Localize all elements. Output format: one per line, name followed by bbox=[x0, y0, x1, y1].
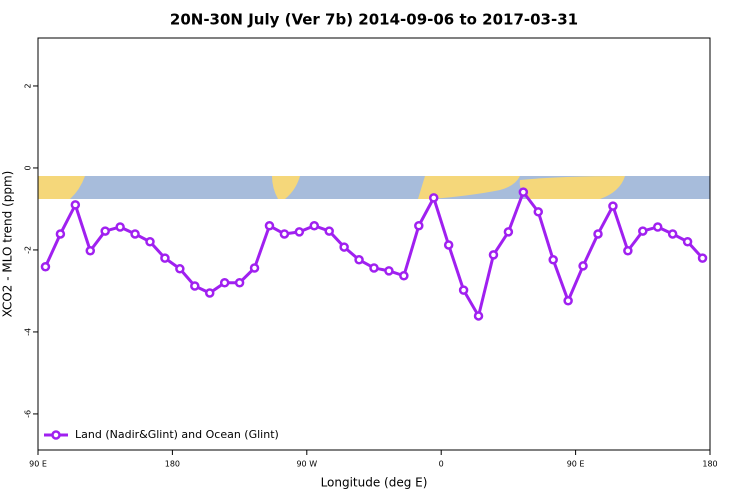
data-point bbox=[249, 263, 260, 273]
y-tick-label: 2 bbox=[24, 83, 33, 88]
data-point bbox=[488, 250, 499, 260]
data-point bbox=[428, 193, 439, 203]
data-point bbox=[652, 222, 663, 232]
map-band bbox=[38, 176, 710, 199]
data-point bbox=[697, 253, 708, 263]
data-point bbox=[548, 255, 558, 265]
chart-title: 20N-30N July (Ver 7b) 2014-09-06 to 2017… bbox=[170, 11, 578, 29]
data-point bbox=[175, 264, 185, 274]
data-point bbox=[204, 288, 215, 298]
data-point bbox=[458, 285, 469, 295]
data-point bbox=[414, 221, 424, 231]
data-point bbox=[309, 221, 320, 231]
data-point bbox=[40, 262, 51, 272]
data-point bbox=[503, 227, 514, 237]
data-point bbox=[70, 200, 81, 210]
data-point bbox=[563, 296, 573, 306]
data-point bbox=[578, 261, 588, 271]
data-point bbox=[100, 226, 110, 236]
data-point bbox=[473, 311, 484, 321]
y-tick-label: -2 bbox=[24, 246, 33, 254]
x-tick-label: 180 bbox=[165, 460, 180, 469]
x-tick-label: 90 E bbox=[567, 460, 585, 469]
legend-label: Land (Nadir&Glint) and Ocean (Glint) bbox=[75, 428, 279, 441]
y-tick-label: -4 bbox=[24, 328, 33, 336]
y-axis-label: XCO2 - MLO trend (ppm) bbox=[1, 171, 15, 318]
data-point bbox=[264, 221, 275, 231]
series-line bbox=[44, 189, 704, 320]
data-point bbox=[219, 277, 230, 288]
x-axis-label: Longitude (deg E) bbox=[321, 476, 428, 490]
data-point bbox=[55, 229, 66, 239]
x-tick-label: 90 W bbox=[296, 460, 317, 469]
data-point bbox=[279, 229, 290, 239]
plot-frame bbox=[37, 37, 711, 451]
data-point bbox=[115, 222, 125, 232]
data-point bbox=[443, 240, 454, 250]
data-point bbox=[160, 253, 170, 263]
data-point bbox=[234, 277, 245, 288]
x-tick-label: 90 E bbox=[29, 460, 47, 469]
data-point bbox=[324, 226, 334, 236]
data-point bbox=[518, 187, 529, 197]
data-point bbox=[369, 263, 379, 273]
data-point bbox=[533, 207, 544, 217]
data-point bbox=[593, 229, 603, 239]
data-point bbox=[145, 236, 155, 247]
data-point bbox=[130, 229, 140, 239]
data-point bbox=[682, 236, 693, 247]
y-tick-label: -6 bbox=[24, 410, 33, 418]
data-point bbox=[623, 246, 633, 256]
data-point bbox=[399, 271, 409, 281]
data-point bbox=[384, 266, 394, 276]
data-point bbox=[190, 281, 200, 291]
x-tick-label: 0 bbox=[439, 460, 444, 469]
legend-marker bbox=[51, 430, 61, 440]
x-tick-label: 180 bbox=[702, 460, 717, 469]
data-point bbox=[638, 226, 648, 236]
data-point bbox=[354, 255, 364, 265]
data-point bbox=[667, 229, 678, 239]
data-point bbox=[608, 201, 618, 211]
data-point bbox=[339, 242, 349, 252]
y-tick-label: 0 bbox=[24, 165, 33, 170]
data-point bbox=[85, 246, 96, 256]
data-point bbox=[294, 227, 305, 237]
